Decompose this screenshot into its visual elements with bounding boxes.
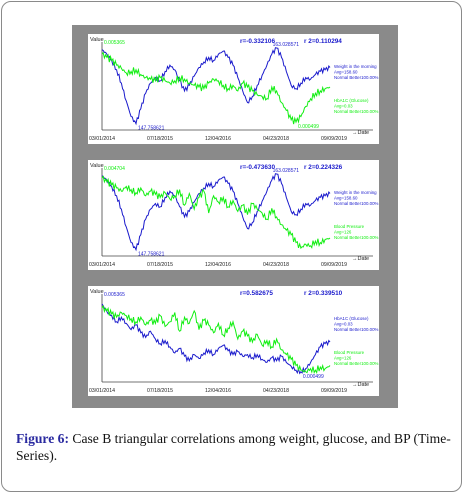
x-tick-label: 04/23/2018: [263, 262, 289, 268]
chart-2: Value →Date 03/01/2014 07/18/2015 12/04/2016…: [88, 160, 379, 270]
series-2-legend: Normal Better100.00%: [334, 235, 379, 240]
correlation-r: r=0.582675: [240, 290, 273, 297]
series-2-legend: Avg=126: [334, 230, 352, 235]
x-tick-label: 03/01/2014: [89, 136, 115, 142]
x-axis-label: →Date: [352, 130, 369, 136]
series-1-legend: Normal Better100.00%: [334, 201, 379, 206]
annotation-label: 147.758621: [138, 126, 165, 132]
series-2-legend: Normal Better100.00%: [334, 109, 379, 114]
correlation-r2: r 2=0.224326: [304, 164, 343, 171]
correlation-r2: r 2=0.110294: [304, 38, 342, 45]
series-2-line: [101, 305, 331, 374]
x-tick-label: 07/18/2015: [147, 388, 173, 394]
y-axis-label: Value: [90, 163, 104, 169]
series-2-legend: Blood Pressure: [334, 224, 365, 229]
series-1-line: [101, 47, 331, 126]
series-1-legend: Avg=0.03: [334, 322, 353, 327]
series-1-line: [101, 173, 331, 252]
series-2-legend: Blood Pressure: [334, 350, 365, 355]
series-2-legend: Avg=126: [334, 356, 352, 361]
chart-3: Value →Date 03/01/2014 07/18/2015 12/04/2016…: [88, 286, 379, 396]
series-2-legend: Avg=0.03: [334, 104, 353, 109]
figure-caption-text: Case B triangular correlations among wei…: [16, 431, 451, 463]
x-tick-label: 07/18/2015: [147, 262, 173, 268]
series-1-legend: Normal Better100.00%: [334, 327, 379, 332]
series-1-legend: Weight in the morning: [334, 64, 377, 69]
correlation-r: r=-0.332106: [240, 38, 275, 45]
series-1-legend: Normal Better100.00%: [334, 75, 379, 80]
correlation-r2: r 2=0.339510: [304, 290, 343, 297]
annotation-label: 0.004704: [104, 166, 125, 172]
series-2-legend: Normal Better100.00%: [334, 361, 379, 366]
x-axis-label: →Date: [352, 256, 369, 262]
series-1-legend: Weight in the morning: [334, 190, 377, 195]
series-2-line: [101, 175, 331, 250]
annotation-label: 0.000499: [303, 374, 324, 380]
series-1-line: [101, 303, 331, 375]
correlation-r: r=-0.473630: [240, 164, 275, 171]
annotation-label: 163.028571: [273, 42, 300, 48]
y-axis-label: Value: [90, 289, 104, 295]
series-1-legend: Avg=158.60: [334, 70, 358, 75]
series-2-line: [101, 51, 331, 125]
figure-label: Figure 6:: [16, 431, 69, 446]
x-axis-label: →Date: [352, 382, 369, 388]
series-1-legend: HbA1C (Glucose): [334, 316, 369, 321]
series-2-legend: HbA1C (Glucose): [334, 98, 369, 103]
chart-2-svg: Value →Date 03/01/2014 07/18/2015 12/04/2016…: [89, 163, 379, 268]
x-tick-label: 03/01/2014: [89, 262, 115, 268]
x-tick-label: 09/09/2019: [321, 388, 347, 394]
chart-1: Value →Date 03/01/2014 07/18/2015 12/04/2016…: [88, 34, 379, 144]
annotation-label: 0.000499: [298, 124, 319, 130]
x-tick-label: 03/01/2014: [89, 388, 115, 394]
x-tick-label: 04/23/2018: [263, 136, 289, 142]
figure-caption: Figure 6: Case B triangular correlations…: [16, 430, 456, 464]
y-axis-label: Value: [90, 37, 104, 43]
x-tick-label: 04/23/2018: [263, 388, 289, 394]
x-tick-label: 12/04/2016: [205, 136, 231, 142]
x-tick-label: 12/04/2016: [205, 262, 231, 268]
x-tick-label: 07/18/2015: [147, 136, 173, 142]
annotation-label: 147.758621: [138, 252, 165, 258]
annotation-label: 0.005365: [104, 292, 125, 298]
series-1-legend: Avg=158.60: [334, 196, 358, 201]
x-tick-label: 12/04/2016: [205, 388, 231, 394]
x-tick-label: 09/09/2019: [321, 136, 347, 142]
x-tick-label: 09/09/2019: [321, 262, 347, 268]
annotation-label: 163.028571: [273, 168, 300, 174]
chart-3-svg: Value →Date 03/01/2014 07/18/2015 12/04/2016…: [89, 289, 379, 394]
annotation-label: 0.005365: [104, 40, 125, 46]
chart-1-svg: Value →Date 03/01/2014 07/18/2015 12/04/2016…: [89, 37, 379, 142]
